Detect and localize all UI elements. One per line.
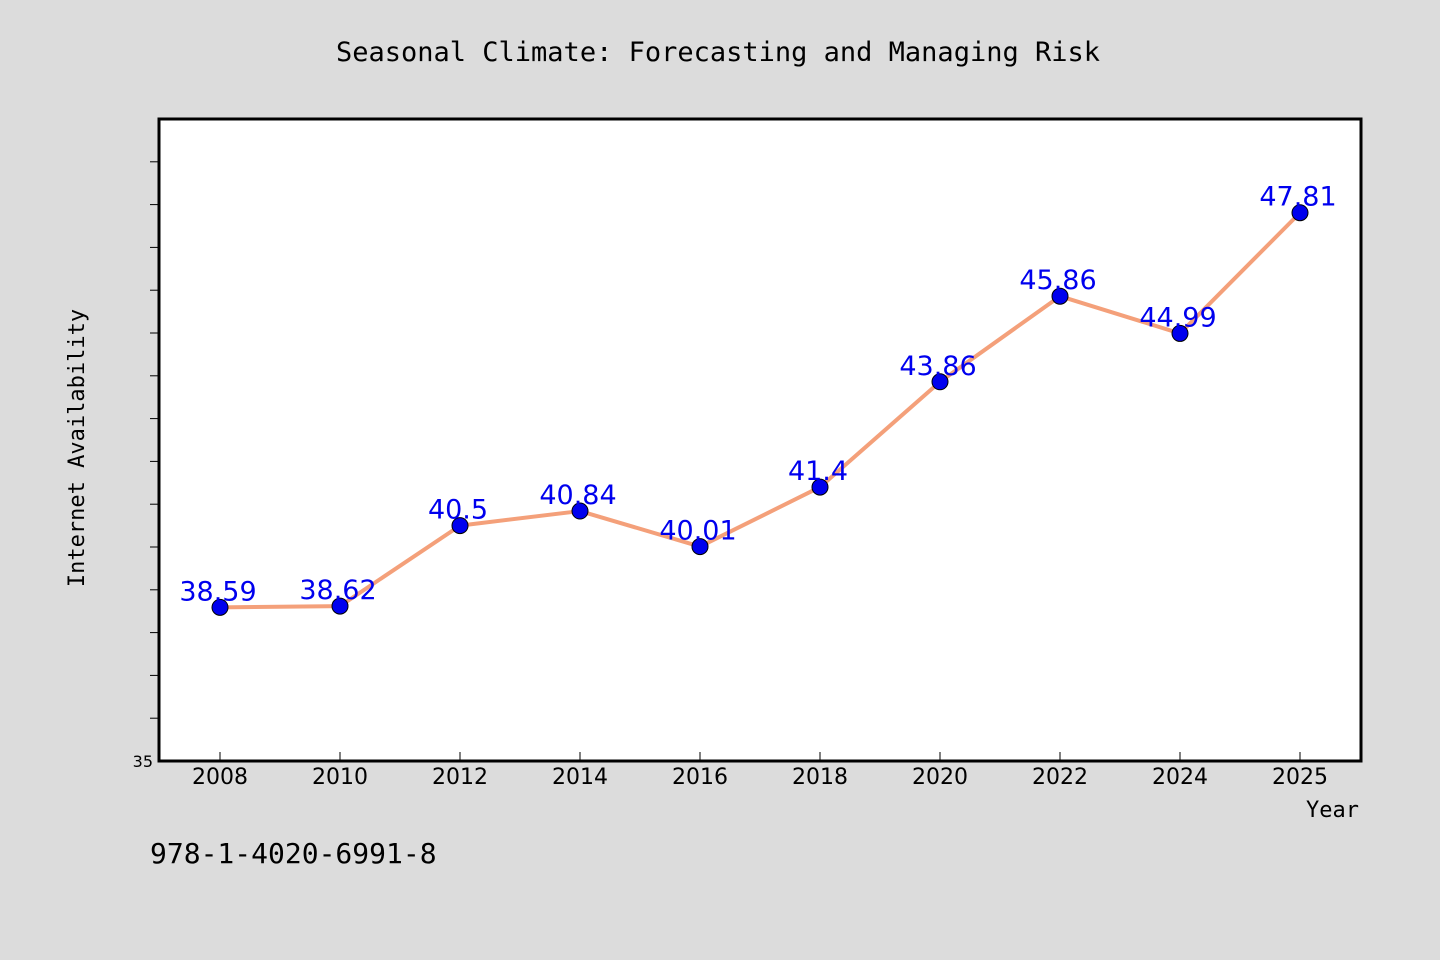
x-tick-label: 2008 — [192, 765, 248, 790]
x-tick-label: 2024 — [1152, 765, 1208, 790]
data-point — [451, 517, 469, 535]
x-tick-label: 2012 — [432, 765, 488, 790]
series-line — [219, 211, 1302, 610]
data-point — [331, 597, 349, 615]
x-tick-label: 2022 — [1032, 765, 1088, 790]
y-axis-ticks: 35 — [133, 161, 159, 771]
data-label: 41.4 — [788, 456, 848, 487]
x-tick-label: 2020 — [912, 765, 968, 790]
y-axis-label: Internet Availability — [65, 309, 90, 587]
x-tick-label: 2016 — [672, 765, 728, 790]
plot-area — [157, 117, 1363, 763]
data-label: 40.01 — [659, 516, 736, 547]
data-point — [571, 502, 589, 520]
data-point — [1291, 204, 1309, 222]
chart-title: Seasonal Climate: Forecasting and Managi… — [336, 37, 1100, 68]
data-label: 45.86 — [1019, 265, 1096, 296]
x-tick-label: 2014 — [552, 765, 608, 790]
data-point — [931, 373, 949, 391]
data-label: 40.5 — [428, 495, 488, 526]
x-tick-label: 2018 — [792, 765, 848, 790]
data-point — [1171, 324, 1189, 342]
x-tick-label: 2010 — [312, 765, 368, 790]
x-tick-label: 2025 — [1272, 765, 1328, 790]
data-label: 38.62 — [299, 575, 376, 606]
x-axis: 2008 2010 2012 2014 2016 2018 2020 2022 2024 2025 — [192, 752, 1328, 790]
data-label: 38.59 — [179, 576, 256, 607]
y-tick-label: 35 — [133, 752, 153, 771]
data-point — [691, 538, 709, 556]
data-label: 43.86 — [899, 351, 976, 382]
data-point — [1051, 287, 1069, 305]
data-point — [811, 478, 829, 496]
footer-text: 978-1-4020-6991-8 — [150, 837, 437, 870]
data-label: 40.84 — [539, 480, 616, 511]
data-point — [211, 598, 229, 616]
series-group: 38.59 38.62 40.5 40.84 40.01 41.4 43.86 45.86 44… — [179, 182, 1337, 616]
x-axis-label: Year — [1306, 798, 1359, 823]
data-label: 47.81 — [1259, 182, 1336, 213]
data-label: 44.99 — [1139, 302, 1216, 333]
